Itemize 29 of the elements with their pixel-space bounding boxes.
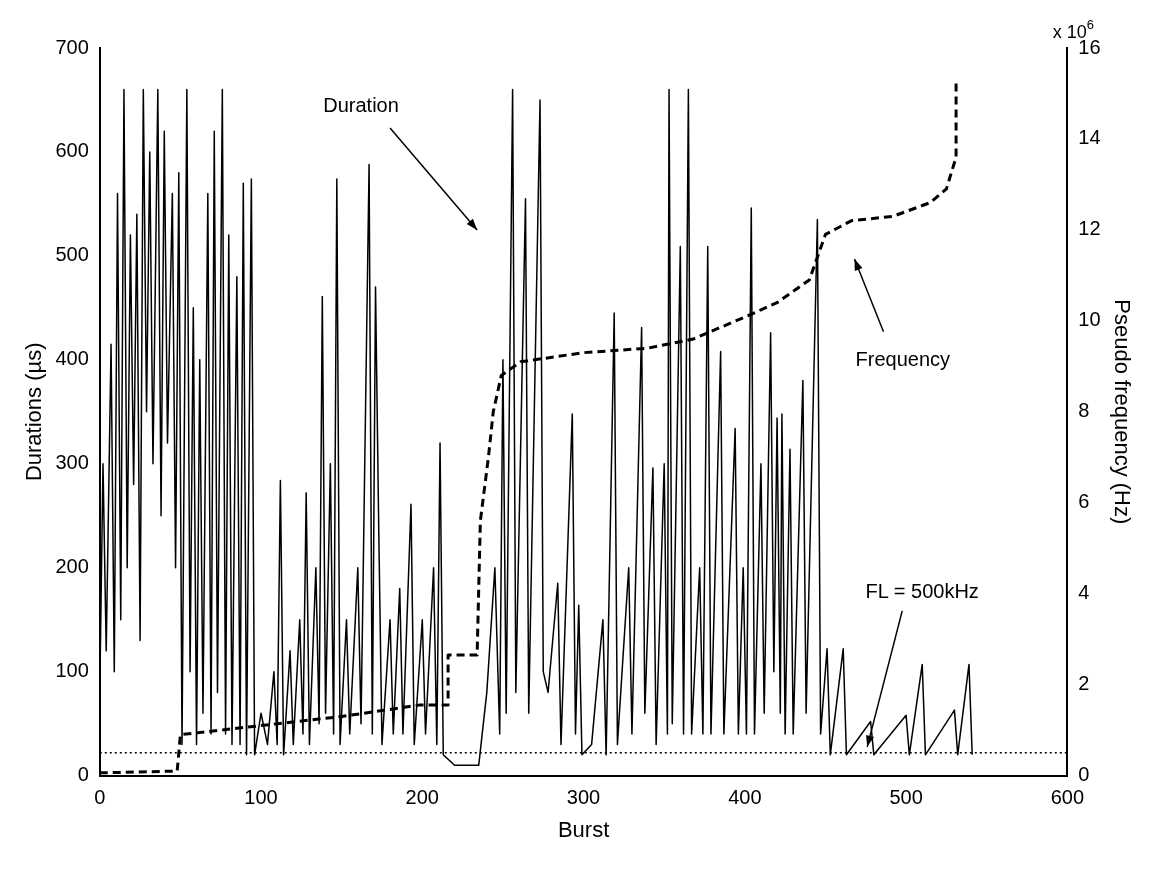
y-tick-label: 100	[55, 659, 89, 682]
x-tick-label: 0	[94, 786, 106, 809]
x-tick-label: 300	[566, 786, 601, 809]
x-tick-label: 500	[889, 786, 923, 809]
y2-tick-label: 2	[1078, 672, 1090, 695]
y2-tick-label: 6	[1078, 490, 1090, 513]
y2-tick-label: 12	[1078, 217, 1101, 240]
y2-tick-label: 8	[1078, 399, 1090, 422]
y-tick-label: 500	[55, 243, 89, 266]
annotation: Frequency	[855, 348, 951, 371]
x-tick-label: 200	[405, 786, 439, 809]
y2-tick-label: 10	[1078, 308, 1101, 331]
y2-tick-label: 14	[1078, 126, 1101, 149]
y-tick-label: 0	[77, 763, 89, 786]
y2-tick-label: 0	[1078, 763, 1090, 786]
y-tick-label: 600	[55, 139, 89, 162]
y2-tick-label: 4	[1078, 581, 1090, 604]
y2-axis-title: Pseudo frequency (Hz)	[1109, 299, 1135, 525]
y-axis-title: Durations (µs)	[21, 342, 47, 482]
y-tick-label: 700	[55, 35, 89, 58]
x-tick-label: 600	[1050, 786, 1085, 809]
x-tick-label: 400	[728, 786, 762, 809]
x-tick-label: 100	[244, 786, 278, 809]
y-tick-label: 200	[55, 555, 89, 578]
y-tick-label: 400	[55, 347, 89, 370]
annotation: Duration	[323, 93, 399, 116]
x-axis-title: Burst	[557, 816, 610, 842]
y-tick-label: 300	[55, 451, 89, 474]
ref-line-label: FL = 500kHz	[865, 580, 979, 603]
